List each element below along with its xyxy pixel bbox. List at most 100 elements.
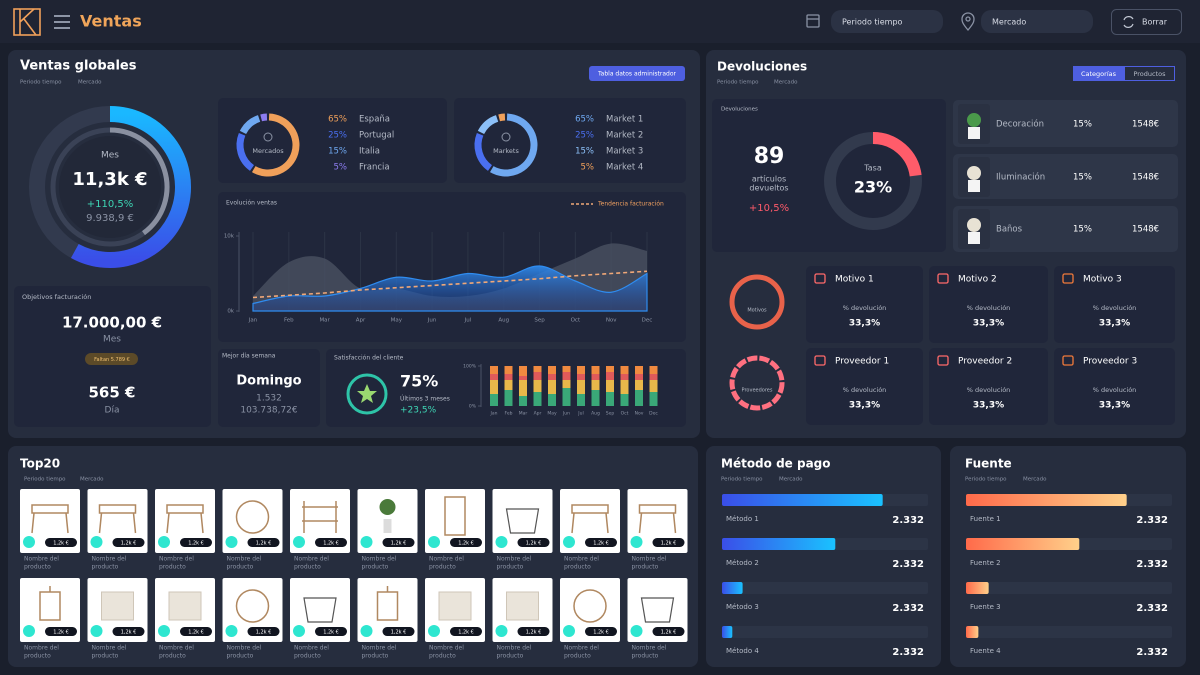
donut-segment xyxy=(236,133,255,171)
product-card[interactable] xyxy=(222,489,283,553)
price-pill xyxy=(247,538,280,547)
menu-button[interactable] xyxy=(54,15,70,29)
bar-segment xyxy=(504,380,513,390)
product-badge xyxy=(158,625,170,637)
bar-label: Método 1 xyxy=(726,515,759,523)
kpi-value: 23% xyxy=(854,178,892,197)
price-pill xyxy=(315,538,347,547)
bar-value: 2.332 xyxy=(892,647,924,658)
tab-active[interactable] xyxy=(1073,66,1124,81)
filter-label: Periodo tiempo xyxy=(842,18,903,27)
admin-button[interactable] xyxy=(589,66,685,81)
product-price: 1,2k € xyxy=(121,629,137,635)
bar-label: Método 2 xyxy=(726,559,759,567)
product-card[interactable] xyxy=(627,578,688,642)
item-name: Proveedor 3 xyxy=(1083,357,1137,367)
bar-segment xyxy=(591,390,600,406)
panel-subtitle: Periodo tiempo xyxy=(721,477,763,483)
bar-track xyxy=(966,626,1172,638)
product-name: Nombre del xyxy=(497,556,532,563)
bar xyxy=(722,582,743,594)
product-name: producto xyxy=(294,653,321,660)
motivos-ring xyxy=(729,274,785,330)
product-card[interactable] xyxy=(560,578,620,642)
bar-segment xyxy=(519,380,527,396)
bar-segment xyxy=(649,392,658,406)
product-price: 1,2k € xyxy=(526,629,542,635)
rate-arc xyxy=(872,132,922,177)
category-amount: 1548€ xyxy=(1132,120,1159,130)
bar-segment xyxy=(519,376,527,380)
product-image xyxy=(638,504,677,534)
donut-segment xyxy=(260,113,268,122)
bar-segment xyxy=(533,366,542,372)
bar-value: 2.332 xyxy=(892,515,924,526)
filter-label: Mercado xyxy=(992,18,1026,27)
donut-icon xyxy=(263,132,273,142)
category-pct: 15% xyxy=(1073,173,1092,183)
product-name: producto xyxy=(497,653,524,660)
product-name: producto xyxy=(632,653,659,660)
bar-value: 2.332 xyxy=(892,603,924,614)
bar-segment xyxy=(490,374,498,380)
ring-label: Motivos xyxy=(747,308,767,314)
price-pill xyxy=(450,627,482,636)
product-name: Nombre del xyxy=(429,556,464,563)
reset-button[interactable] xyxy=(1111,9,1182,35)
x-tick-label: Aug xyxy=(498,318,509,324)
product-card[interactable] xyxy=(290,578,350,642)
item-name: Proveedor 2 xyxy=(958,357,1012,367)
product-card[interactable] xyxy=(492,489,553,553)
label: % devolución xyxy=(1093,304,1137,312)
page-title: Ventas xyxy=(80,12,142,31)
label: Día xyxy=(105,406,120,416)
item-name: Motivo 2 xyxy=(958,275,997,285)
label: % devolución xyxy=(1093,386,1137,394)
card-title: Objetivos facturación xyxy=(22,293,91,301)
bar-segment xyxy=(606,366,614,372)
product-card[interactable] xyxy=(357,578,418,642)
label: 9.938,9 € xyxy=(86,213,134,224)
gauge-center xyxy=(59,136,161,238)
bar-segment xyxy=(548,374,556,380)
product-price: 1,2k € xyxy=(661,540,677,546)
price-pill xyxy=(180,538,212,547)
product-card[interactable] xyxy=(222,578,283,642)
legend-value: 65% xyxy=(328,115,347,125)
panel-subtitle: Mercado xyxy=(1023,477,1047,483)
panel-subtitle: Mercado xyxy=(774,80,798,86)
product-card[interactable] xyxy=(20,578,80,642)
x-tick-label: Oct xyxy=(621,411,629,417)
x-tick-label: Dec xyxy=(642,318,653,324)
panel-subtitle: Periodo tiempo xyxy=(24,477,66,483)
product-name: producto xyxy=(24,564,51,571)
item-value: 33,3% xyxy=(1099,319,1130,329)
category-icon xyxy=(967,113,981,127)
category-amount: 1548€ xyxy=(1132,173,1159,183)
legend-label: España xyxy=(359,115,390,125)
x-tick-label: Jun xyxy=(427,318,437,324)
remaining-pill xyxy=(85,353,138,365)
product-name: producto xyxy=(497,564,524,571)
filter-time[interactable] xyxy=(831,10,943,33)
item-icon xyxy=(1062,355,1074,366)
product-card[interactable] xyxy=(425,489,485,553)
product-image xyxy=(302,501,338,533)
category-pct: 15% xyxy=(1073,120,1092,130)
product-price: 1,2k € xyxy=(188,540,204,546)
product-price: 1,2k € xyxy=(53,629,69,635)
product-badge xyxy=(563,625,575,637)
product-image xyxy=(379,499,396,515)
product-badge xyxy=(23,536,35,548)
item-name: Motivo 1 xyxy=(835,275,874,285)
panel-subtitle: Periodo tiempo xyxy=(20,80,62,86)
category-amount: 1548€ xyxy=(1132,225,1159,235)
tab[interactable] xyxy=(1124,66,1175,81)
bar-segment xyxy=(591,366,600,374)
bar-segment xyxy=(606,372,614,380)
panel-subtitle: Mercado xyxy=(78,80,102,86)
bar-label: Fuente 1 xyxy=(970,515,1001,523)
product-image xyxy=(235,500,270,534)
product-badge xyxy=(158,536,170,548)
filter-market[interactable] xyxy=(981,10,1093,33)
